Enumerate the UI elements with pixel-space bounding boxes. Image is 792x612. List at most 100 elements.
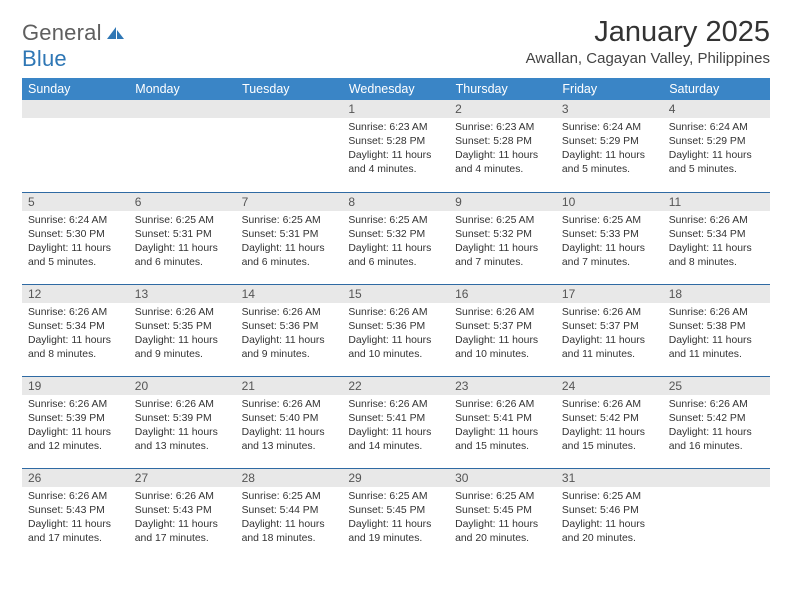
- column-header: Saturday: [663, 78, 770, 100]
- day-details: Sunrise: 6:26 AMSunset: 5:36 PMDaylight:…: [342, 303, 449, 366]
- calendar-cell: 27Sunrise: 6:26 AMSunset: 5:43 PMDayligh…: [129, 468, 236, 560]
- calendar-cell: 21Sunrise: 6:26 AMSunset: 5:40 PMDayligh…: [236, 376, 343, 468]
- calendar-body: 1Sunrise: 6:23 AMSunset: 5:28 PMDaylight…: [22, 100, 770, 560]
- day-details: [236, 118, 343, 125]
- calendar-cell: 13Sunrise: 6:26 AMSunset: 5:35 PMDayligh…: [129, 284, 236, 376]
- day-number: 2: [449, 100, 556, 118]
- day-number: 4: [663, 100, 770, 118]
- column-header: Wednesday: [342, 78, 449, 100]
- calendar-cell: 16Sunrise: 6:26 AMSunset: 5:37 PMDayligh…: [449, 284, 556, 376]
- day-details: Sunrise: 6:25 AMSunset: 5:44 PMDaylight:…: [236, 487, 343, 550]
- calendar-cell: 1Sunrise: 6:23 AMSunset: 5:28 PMDaylight…: [342, 100, 449, 192]
- day-number: [22, 100, 129, 118]
- day-number: 17: [556, 284, 663, 303]
- day-number: 8: [342, 192, 449, 211]
- calendar-week-row: 1Sunrise: 6:23 AMSunset: 5:28 PMDaylight…: [22, 100, 770, 192]
- calendar-cell: 3Sunrise: 6:24 AMSunset: 5:29 PMDaylight…: [556, 100, 663, 192]
- calendar-cell: 24Sunrise: 6:26 AMSunset: 5:42 PMDayligh…: [556, 376, 663, 468]
- day-number: 22: [342, 376, 449, 395]
- day-number: 7: [236, 192, 343, 211]
- day-number: 13: [129, 284, 236, 303]
- brand-text: General Blue: [22, 20, 125, 72]
- day-number: 16: [449, 284, 556, 303]
- day-details: Sunrise: 6:26 AMSunset: 5:41 PMDaylight:…: [342, 395, 449, 458]
- calendar-cell: 2Sunrise: 6:23 AMSunset: 5:28 PMDaylight…: [449, 100, 556, 192]
- calendar-cell: [129, 100, 236, 192]
- day-details: Sunrise: 6:23 AMSunset: 5:28 PMDaylight:…: [449, 118, 556, 181]
- calendar-cell: 17Sunrise: 6:26 AMSunset: 5:37 PMDayligh…: [556, 284, 663, 376]
- day-number: 31: [556, 468, 663, 487]
- calendar-page: General Blue January 2025 Awallan, Cagay…: [0, 0, 792, 570]
- column-header: Friday: [556, 78, 663, 100]
- day-number: 30: [449, 468, 556, 487]
- day-number: 20: [129, 376, 236, 395]
- day-number: 19: [22, 376, 129, 395]
- day-number: [129, 100, 236, 118]
- day-details: [129, 118, 236, 125]
- calendar-cell: 5Sunrise: 6:24 AMSunset: 5:30 PMDaylight…: [22, 192, 129, 284]
- day-number: 29: [342, 468, 449, 487]
- day-details: Sunrise: 6:24 AMSunset: 5:30 PMDaylight:…: [22, 211, 129, 274]
- column-header: Thursday: [449, 78, 556, 100]
- calendar-cell: 11Sunrise: 6:26 AMSunset: 5:34 PMDayligh…: [663, 192, 770, 284]
- calendar-week-row: 12Sunrise: 6:26 AMSunset: 5:34 PMDayligh…: [22, 284, 770, 376]
- page-header: General Blue January 2025 Awallan, Cagay…: [22, 16, 770, 72]
- calendar-cell: 9Sunrise: 6:25 AMSunset: 5:32 PMDaylight…: [449, 192, 556, 284]
- day-details: Sunrise: 6:26 AMSunset: 5:43 PMDaylight:…: [129, 487, 236, 550]
- column-header: Tuesday: [236, 78, 343, 100]
- day-number: 12: [22, 284, 129, 303]
- calendar-cell: 20Sunrise: 6:26 AMSunset: 5:39 PMDayligh…: [129, 376, 236, 468]
- day-number: 26: [22, 468, 129, 487]
- day-details: Sunrise: 6:26 AMSunset: 5:34 PMDaylight:…: [22, 303, 129, 366]
- calendar-cell: 15Sunrise: 6:26 AMSunset: 5:36 PMDayligh…: [342, 284, 449, 376]
- day-details: Sunrise: 6:26 AMSunset: 5:34 PMDaylight:…: [663, 211, 770, 274]
- calendar-cell: 14Sunrise: 6:26 AMSunset: 5:36 PMDayligh…: [236, 284, 343, 376]
- day-details: Sunrise: 6:26 AMSunset: 5:43 PMDaylight:…: [22, 487, 129, 550]
- day-number: 25: [663, 376, 770, 395]
- calendar-cell: 28Sunrise: 6:25 AMSunset: 5:44 PMDayligh…: [236, 468, 343, 560]
- day-number: 1: [342, 100, 449, 118]
- day-details: Sunrise: 6:25 AMSunset: 5:45 PMDaylight:…: [449, 487, 556, 550]
- day-details: Sunrise: 6:26 AMSunset: 5:38 PMDaylight:…: [663, 303, 770, 366]
- location-text: Awallan, Cagayan Valley, Philippines: [526, 50, 770, 67]
- day-details: Sunrise: 6:26 AMSunset: 5:40 PMDaylight:…: [236, 395, 343, 458]
- page-title: January 2025: [526, 16, 770, 49]
- calendar-cell: 6Sunrise: 6:25 AMSunset: 5:31 PMDaylight…: [129, 192, 236, 284]
- calendar-cell: 4Sunrise: 6:24 AMSunset: 5:29 PMDaylight…: [663, 100, 770, 192]
- day-details: Sunrise: 6:25 AMSunset: 5:31 PMDaylight:…: [236, 211, 343, 274]
- calendar-cell: 12Sunrise: 6:26 AMSunset: 5:34 PMDayligh…: [22, 284, 129, 376]
- day-number: 14: [236, 284, 343, 303]
- day-details: Sunrise: 6:26 AMSunset: 5:35 PMDaylight:…: [129, 303, 236, 366]
- day-details: Sunrise: 6:24 AMSunset: 5:29 PMDaylight:…: [663, 118, 770, 181]
- day-number: 11: [663, 192, 770, 211]
- calendar-cell: 31Sunrise: 6:25 AMSunset: 5:46 PMDayligh…: [556, 468, 663, 560]
- day-number: 28: [236, 468, 343, 487]
- day-details: Sunrise: 6:25 AMSunset: 5:32 PMDaylight:…: [342, 211, 449, 274]
- day-details: Sunrise: 6:26 AMSunset: 5:37 PMDaylight:…: [556, 303, 663, 366]
- day-details: Sunrise: 6:25 AMSunset: 5:32 PMDaylight:…: [449, 211, 556, 274]
- brand-word2: Blue: [22, 46, 67, 71]
- day-details: Sunrise: 6:26 AMSunset: 5:39 PMDaylight:…: [129, 395, 236, 458]
- day-details: Sunrise: 6:25 AMSunset: 5:33 PMDaylight:…: [556, 211, 663, 274]
- brand-word1: General: [22, 20, 102, 45]
- day-details: Sunrise: 6:26 AMSunset: 5:41 PMDaylight:…: [449, 395, 556, 458]
- calendar-cell: 10Sunrise: 6:25 AMSunset: 5:33 PMDayligh…: [556, 192, 663, 284]
- day-details: Sunrise: 6:25 AMSunset: 5:31 PMDaylight:…: [129, 211, 236, 274]
- column-header: Monday: [129, 78, 236, 100]
- day-details: Sunrise: 6:25 AMSunset: 5:45 PMDaylight:…: [342, 487, 449, 550]
- calendar-cell: [22, 100, 129, 192]
- title-block: January 2025 Awallan, Cagayan Valley, Ph…: [526, 16, 770, 67]
- day-details: Sunrise: 6:26 AMSunset: 5:42 PMDaylight:…: [663, 395, 770, 458]
- day-details: Sunrise: 6:26 AMSunset: 5:39 PMDaylight:…: [22, 395, 129, 458]
- calendar-week-row: 5Sunrise: 6:24 AMSunset: 5:30 PMDaylight…: [22, 192, 770, 284]
- day-number: [663, 468, 770, 487]
- calendar-cell: 29Sunrise: 6:25 AMSunset: 5:45 PMDayligh…: [342, 468, 449, 560]
- day-number: [236, 100, 343, 118]
- calendar-cell: 25Sunrise: 6:26 AMSunset: 5:42 PMDayligh…: [663, 376, 770, 468]
- calendar-cell: 8Sunrise: 6:25 AMSunset: 5:32 PMDaylight…: [342, 192, 449, 284]
- brand-logo: General Blue: [22, 20, 125, 72]
- day-number: 3: [556, 100, 663, 118]
- day-number: 21: [236, 376, 343, 395]
- calendar-cell: 7Sunrise: 6:25 AMSunset: 5:31 PMDaylight…: [236, 192, 343, 284]
- day-number: 27: [129, 468, 236, 487]
